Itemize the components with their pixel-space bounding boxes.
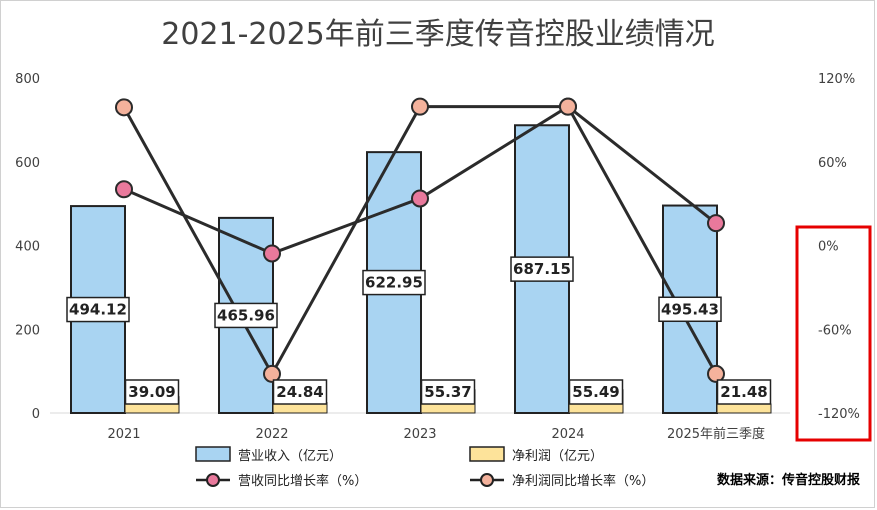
revenue-data-label: 494.12	[69, 301, 127, 319]
revenue-growth-point	[411, 189, 429, 208]
net-profit-data-label: 39.09	[128, 383, 175, 401]
profit-growth-point	[707, 364, 725, 383]
net-profit-data-label: 55.49	[572, 383, 619, 401]
net-profit-data-label: 24.84	[276, 383, 323, 401]
net-profit-bar	[716, 403, 772, 414]
y2-tick-label: 60%	[818, 156, 847, 171]
y2-tick-label: 120%	[818, 72, 855, 87]
revenue-data-label-box	[362, 269, 426, 296]
revenue-data-label: 465.96	[217, 306, 275, 324]
y-tick-label: 400	[15, 240, 40, 255]
legend-swatch	[469, 446, 505, 462]
y-tick-label: 800	[15, 72, 40, 87]
revenue-growth-point	[707, 214, 725, 233]
net-profit-data-label-box	[124, 379, 180, 405]
profit-growth-point	[559, 97, 577, 116]
revenue-data-label-box	[214, 302, 278, 329]
legend-marker	[206, 473, 220, 487]
revenue-growth-point	[115, 180, 133, 199]
legend-swatch	[195, 446, 231, 462]
y-tick-label: 600	[15, 156, 40, 171]
net-profit-data-label-box	[716, 379, 772, 405]
y2-tick-label: 0%	[818, 240, 839, 255]
net-profit-data-label-box	[568, 379, 624, 405]
legend-label: 营业收入（亿元）	[238, 449, 342, 464]
chart-title: 2021-2025年前三季度传音控股业绩情况	[161, 17, 715, 52]
y-tick-label: 200	[15, 323, 40, 338]
x-tick-label: 2022	[255, 427, 288, 442]
revenue-data-label: 687.15	[513, 260, 571, 278]
net-profit-data-label: 21.48	[720, 383, 767, 401]
legend-marker	[480, 473, 494, 487]
x-tick-label: 2024	[551, 427, 584, 442]
y-tick-label: 0	[32, 407, 40, 422]
net-profit-data-label-box	[272, 379, 328, 405]
revenue-data-label-box	[66, 296, 130, 323]
net-profit-data-label-box	[420, 379, 476, 405]
profit-growth-point	[115, 98, 133, 117]
highlight-box	[795, 225, 872, 442]
y2-tick-label: -60%	[818, 323, 852, 338]
legend-label: 净利润同比增长率（%）	[512, 473, 654, 489]
net-profit-data-label: 55.37	[424, 383, 471, 401]
legend-label: 营收同比增长率（%）	[238, 473, 367, 489]
revenue-data-label: 495.43	[661, 300, 719, 318]
data-source: 数据来源：传音控股财报	[717, 472, 861, 488]
profit-growth-point	[411, 97, 429, 116]
profit-growth-point	[263, 364, 281, 383]
y2-tick-label: -120%	[818, 407, 860, 422]
x-tick-label: 2025年前三季度	[667, 426, 765, 442]
revenue-data-label: 622.95	[365, 274, 423, 292]
x-tick-label: 2023	[403, 427, 436, 442]
x-tick-label: 2021	[107, 427, 140, 442]
revenue-data-label-box	[510, 256, 574, 282]
revenue-growth-point	[263, 244, 281, 263]
revenue-data-label-box	[658, 296, 722, 323]
legend-label: 净利润（亿元）	[512, 449, 603, 464]
